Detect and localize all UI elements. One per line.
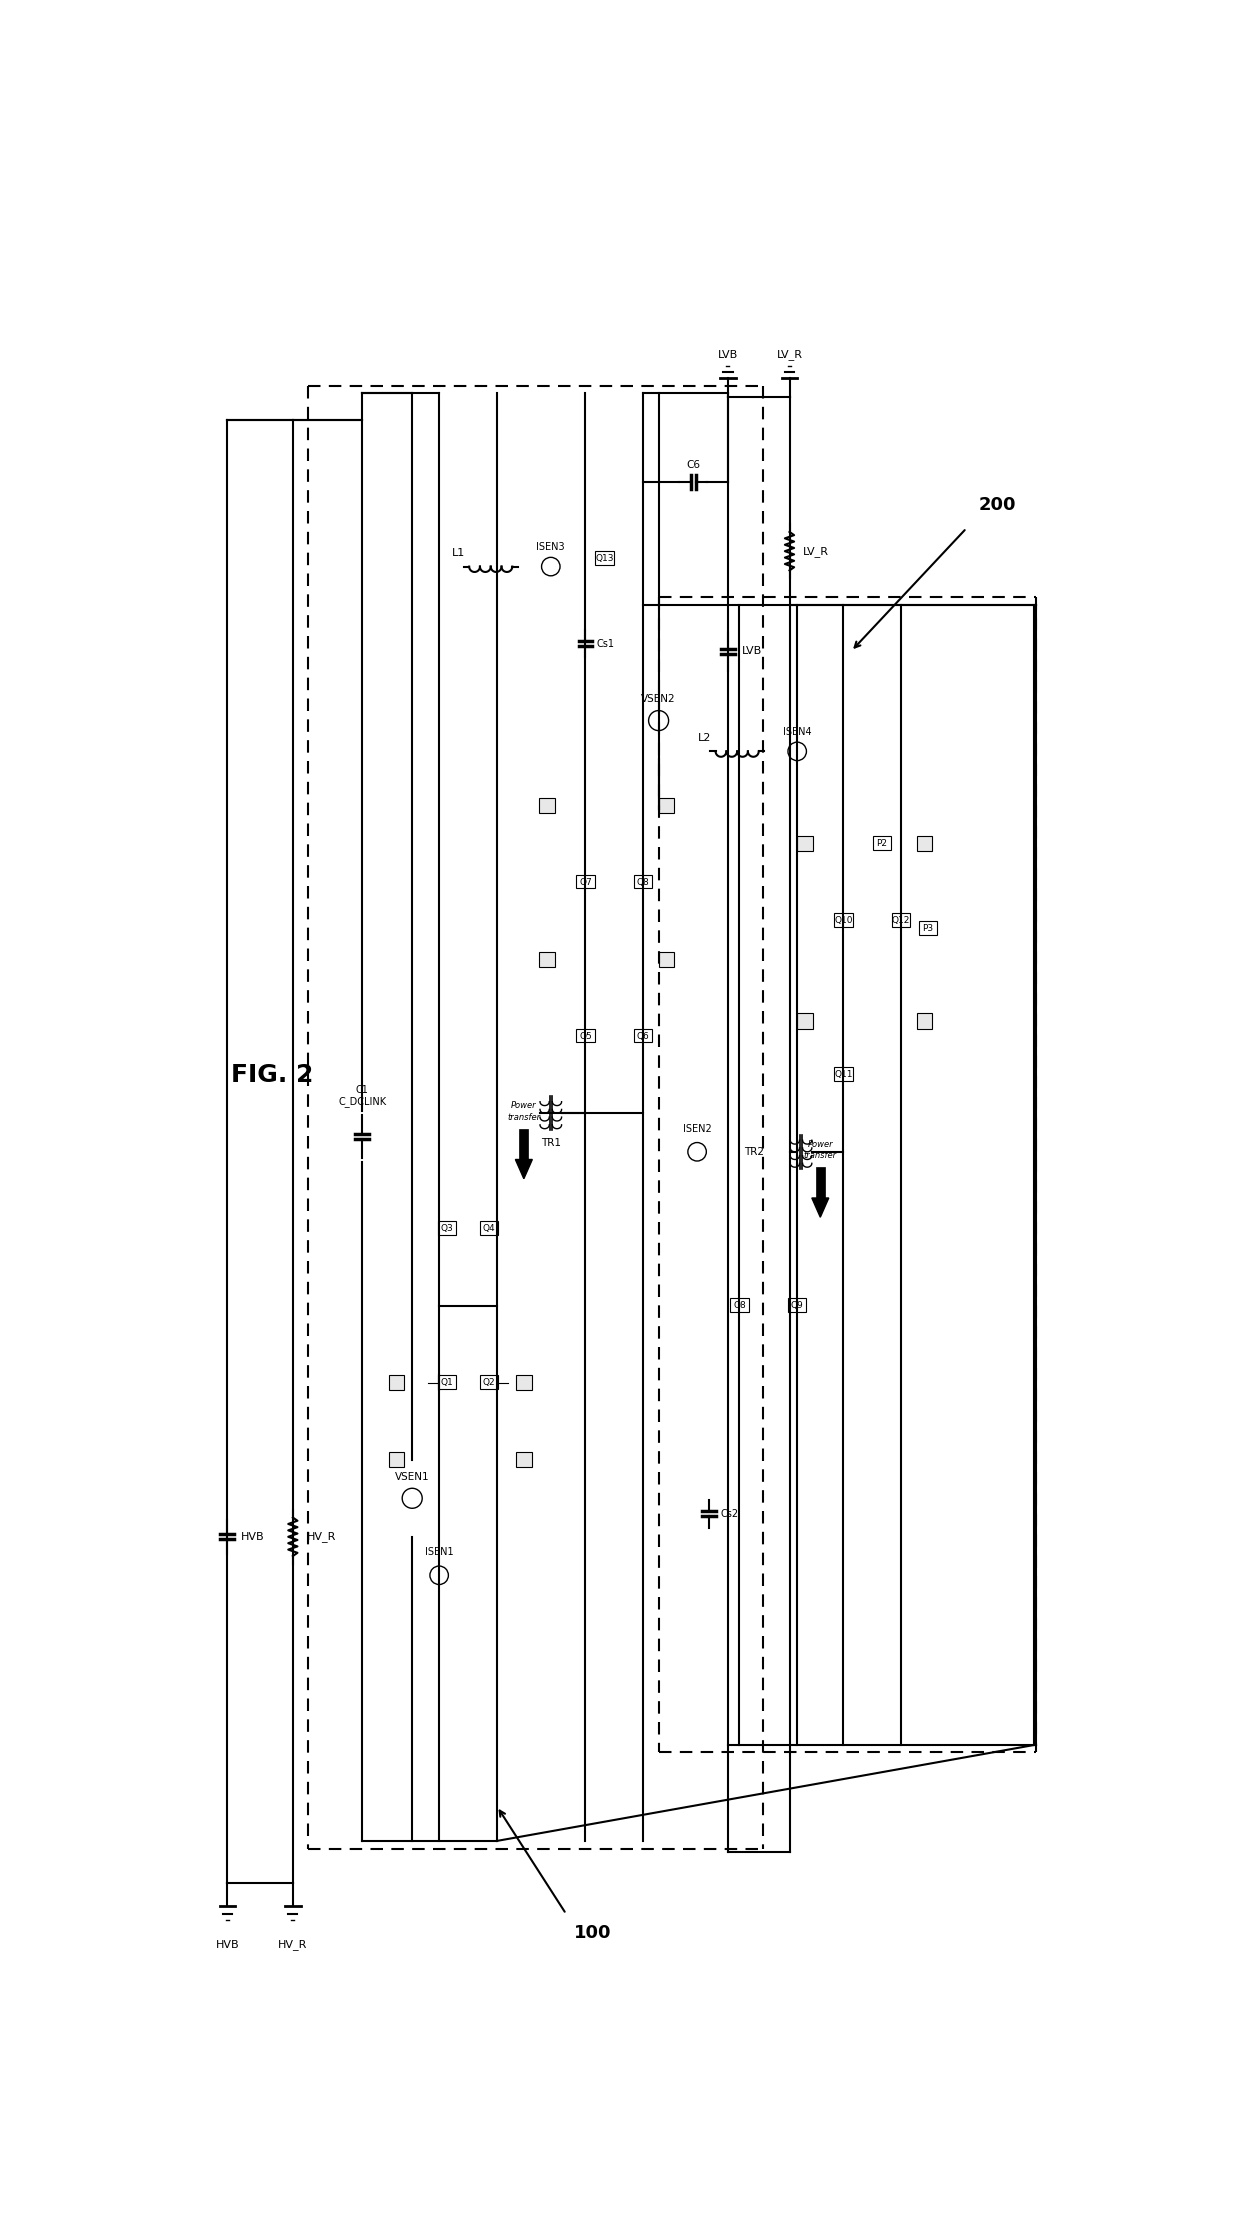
Polygon shape <box>812 1198 828 1218</box>
Text: ISEN1: ISEN1 <box>425 1547 454 1558</box>
Text: C1: C1 <box>356 1085 368 1096</box>
Text: HVB: HVB <box>216 1939 239 1951</box>
Text: TR2: TR2 <box>744 1147 764 1156</box>
Text: FIG. 2: FIG. 2 <box>231 1063 314 1087</box>
Bar <box>634 874 652 888</box>
Text: VSEN1: VSEN1 <box>394 1471 429 1482</box>
Bar <box>520 1129 528 1161</box>
Text: Q3: Q3 <box>440 1225 454 1234</box>
Bar <box>892 912 910 928</box>
Text: Q8: Q8 <box>637 879 650 888</box>
Text: LVB: LVB <box>742 646 763 657</box>
Text: TR1: TR1 <box>541 1138 560 1147</box>
Text: HVB: HVB <box>242 1531 265 1542</box>
Bar <box>919 921 937 934</box>
Bar <box>389 1376 404 1391</box>
Bar <box>658 952 675 967</box>
Text: Q7: Q7 <box>579 879 591 888</box>
Bar <box>539 797 554 812</box>
Text: ISEN3: ISEN3 <box>537 541 565 553</box>
Text: Q1: Q1 <box>440 1378 454 1387</box>
Text: HV_R: HV_R <box>278 1939 308 1951</box>
Text: transfer: transfer <box>804 1152 837 1161</box>
Text: LV_R: LV_R <box>804 546 830 557</box>
Text: C6: C6 <box>686 459 701 470</box>
Text: Cs2: Cs2 <box>720 1509 738 1518</box>
Bar <box>480 1220 498 1236</box>
Text: Power: Power <box>511 1101 537 1110</box>
Text: LV_R: LV_R <box>776 348 802 359</box>
Bar <box>516 1451 532 1467</box>
Bar <box>916 837 932 852</box>
Text: Q13: Q13 <box>595 555 614 564</box>
Text: Q6: Q6 <box>637 1032 650 1041</box>
Text: Q12: Q12 <box>892 916 910 925</box>
Text: 200: 200 <box>978 497 1016 515</box>
Bar <box>634 1030 652 1043</box>
Bar <box>916 1014 932 1030</box>
Bar <box>438 1220 456 1236</box>
Text: Q11: Q11 <box>835 1070 853 1078</box>
Bar <box>787 1298 806 1311</box>
Text: transfer: transfer <box>507 1112 541 1121</box>
Bar <box>835 1067 853 1081</box>
Bar <box>797 1014 812 1030</box>
Bar <box>516 1376 532 1391</box>
Bar <box>595 550 614 566</box>
Text: Q9: Q9 <box>791 1300 804 1309</box>
Bar <box>873 837 892 850</box>
Text: 100: 100 <box>574 1924 611 1942</box>
Bar <box>816 1167 825 1198</box>
Text: Q2: Q2 <box>482 1378 496 1387</box>
Text: Power: Power <box>807 1141 833 1149</box>
Bar <box>658 797 675 812</box>
Text: HV_R: HV_R <box>306 1531 336 1542</box>
Text: ISEN4: ISEN4 <box>782 728 811 737</box>
Text: Q8: Q8 <box>733 1300 745 1309</box>
Bar <box>835 912 853 928</box>
Text: Q5: Q5 <box>579 1032 591 1041</box>
Bar <box>730 1298 749 1311</box>
Bar <box>797 837 812 852</box>
Bar <box>389 1451 404 1467</box>
Text: VSEN2: VSEN2 <box>641 695 676 703</box>
Polygon shape <box>516 1161 532 1178</box>
Bar <box>480 1376 498 1389</box>
Bar <box>539 952 554 967</box>
Text: L1: L1 <box>451 548 465 557</box>
Text: ISEN2: ISEN2 <box>683 1123 712 1134</box>
Text: Q10: Q10 <box>835 916 853 925</box>
Bar <box>577 874 595 888</box>
Text: Q4: Q4 <box>482 1225 496 1234</box>
Bar <box>438 1376 456 1389</box>
Text: LVB: LVB <box>718 351 738 359</box>
Text: P3: P3 <box>923 923 934 932</box>
Text: L2: L2 <box>698 732 712 743</box>
Text: C_DCLINK: C_DCLINK <box>339 1096 386 1107</box>
Bar <box>577 1030 595 1043</box>
Text: P2: P2 <box>877 839 888 848</box>
Text: Cs1: Cs1 <box>596 639 615 648</box>
